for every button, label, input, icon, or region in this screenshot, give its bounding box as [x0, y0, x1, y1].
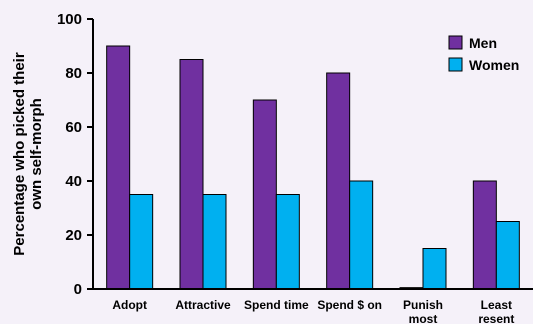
- x-category-label-line: most: [409, 312, 438, 324]
- x-category-label-line: Punish: [403, 298, 443, 312]
- x-category-label: Spend $ on: [317, 298, 382, 312]
- bar-men: [179, 59, 204, 290]
- x-category-label: Punish most: [403, 298, 443, 324]
- x-category-label: Spend time: [244, 298, 309, 312]
- legend-swatch-men: [448, 35, 463, 50]
- bar-women: [202, 194, 227, 290]
- x-category-label-line: Spend $ on: [317, 298, 382, 312]
- x-category-label: Attractive: [175, 298, 231, 312]
- legend-label-men: Men: [469, 35, 497, 51]
- y-axis-title: Percentage who picked theirown self-morp…: [11, 52, 45, 256]
- y-axis-title-line: Percentage who picked their: [11, 52, 28, 256]
- bar-men: [252, 99, 277, 290]
- x-category-label-line: Attractive: [175, 298, 231, 312]
- bar-women: [275, 194, 300, 290]
- y-axis-title-line: own self-morph: [28, 98, 45, 210]
- bar-men: [472, 180, 497, 290]
- bar-women: [422, 248, 447, 290]
- y-axis-label: Percentage who picked theirown self-morp…: [11, 52, 45, 256]
- y-tick-label: 0: [74, 281, 82, 298]
- bar-men: [326, 72, 351, 290]
- bar-women: [129, 194, 154, 290]
- x-category-label-line: resent: [478, 312, 514, 324]
- y-tick-label: 60: [65, 119, 82, 136]
- bar-women: [495, 221, 520, 290]
- bars-group: [106, 45, 520, 290]
- legend: Men Women: [448, 35, 519, 73]
- y-tick-label: 20: [65, 227, 82, 244]
- x-category-label: Least resent: [478, 298, 514, 324]
- x-category-label: Adopt: [112, 298, 147, 312]
- x-axis: Adopt Attractive Spend time Spend $ on Punis…: [93, 288, 533, 324]
- y-tick-label: 80: [65, 65, 82, 82]
- legend-swatch-women: [448, 57, 463, 72]
- x-category-label-line: Spend time: [244, 298, 309, 312]
- y-tick-label: 40: [65, 173, 82, 190]
- y-axis: 0 20 40 60 80 100: [57, 11, 94, 298]
- x-category-label-line: Adopt: [112, 298, 147, 312]
- legend-label-women: Women: [469, 57, 519, 73]
- bar-women: [349, 180, 374, 290]
- bar-men: [106, 45, 131, 290]
- y-tick-label: 100: [57, 11, 82, 28]
- x-category-label-line: Least: [481, 298, 512, 312]
